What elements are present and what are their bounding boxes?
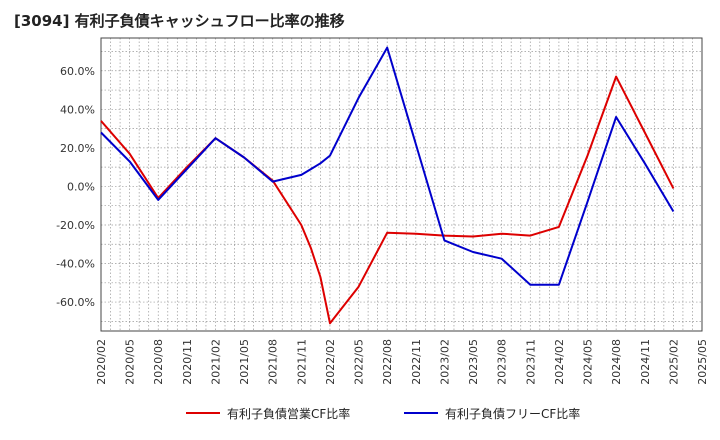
x-tick-label: 2024/02	[553, 339, 566, 385]
x-tick-label: 2020/11	[181, 339, 194, 385]
x-tick-label: 2024/11	[639, 339, 652, 385]
x-tick-label: 2020/05	[124, 339, 137, 385]
x-tick-label: 2020/08	[152, 339, 165, 385]
plot-frame	[100, 37, 703, 332]
x-axis: 2020/02 2020/05 2020/08 2020/11 2021/02 2021/…	[95, 339, 709, 385]
x-tick-label: 2024/08	[610, 339, 623, 385]
x-tick-label: 2023/08	[496, 339, 509, 385]
x-tick-label: 2022/08	[381, 339, 394, 385]
x-tick-label: 2021/08	[267, 339, 280, 385]
x-tick-label: 2024/05	[582, 339, 595, 385]
x-tick-label: 2022/05	[353, 339, 366, 385]
y-axis: 60.0% 40.0% 20.0% 0.0% -20.0% -40.0% -60.0%	[56, 65, 95, 309]
legend: 有利子負債営業CF比率 有利子負債フリーCF比率	[186, 406, 580, 421]
x-tick-label: 2023/05	[467, 339, 480, 385]
plot-border	[100, 37, 703, 332]
legend-label: 有利子負債営業CF比率	[227, 406, 350, 421]
x-tick-label: 2023/02	[438, 339, 451, 385]
x-tick-label: 2022/02	[324, 339, 337, 385]
x-tick-label: 2025/05	[696, 339, 709, 385]
x-tick-label: 2021/11	[295, 339, 308, 385]
series-line	[100, 46, 675, 286]
y-tick-label: 40.0%	[60, 103, 95, 116]
x-tick-label: 2025/02	[667, 339, 680, 385]
y-tick-label: 0.0%	[67, 180, 95, 193]
x-tick-label: 2021/02	[209, 339, 222, 385]
y-tick-label: 60.0%	[60, 65, 95, 78]
x-tick-label: 2020/02	[95, 339, 108, 385]
y-tick-label: -60.0%	[56, 296, 95, 309]
y-tick-label: -40.0%	[56, 258, 95, 271]
grid	[100, 38, 703, 331]
x-tick-label: 2023/11	[524, 339, 537, 385]
y-tick-label: 20.0%	[60, 142, 95, 155]
series-lines	[100, 46, 675, 325]
chart-title: [3094] 有利子負債キャッシュフロー比率の推移	[14, 12, 345, 30]
y-tick-label: -20.0%	[56, 219, 95, 232]
x-tick-label: 2021/05	[238, 339, 251, 385]
x-tick-label: 2022/11	[410, 339, 423, 385]
legend-label: 有利子負債フリーCF比率	[445, 406, 580, 421]
